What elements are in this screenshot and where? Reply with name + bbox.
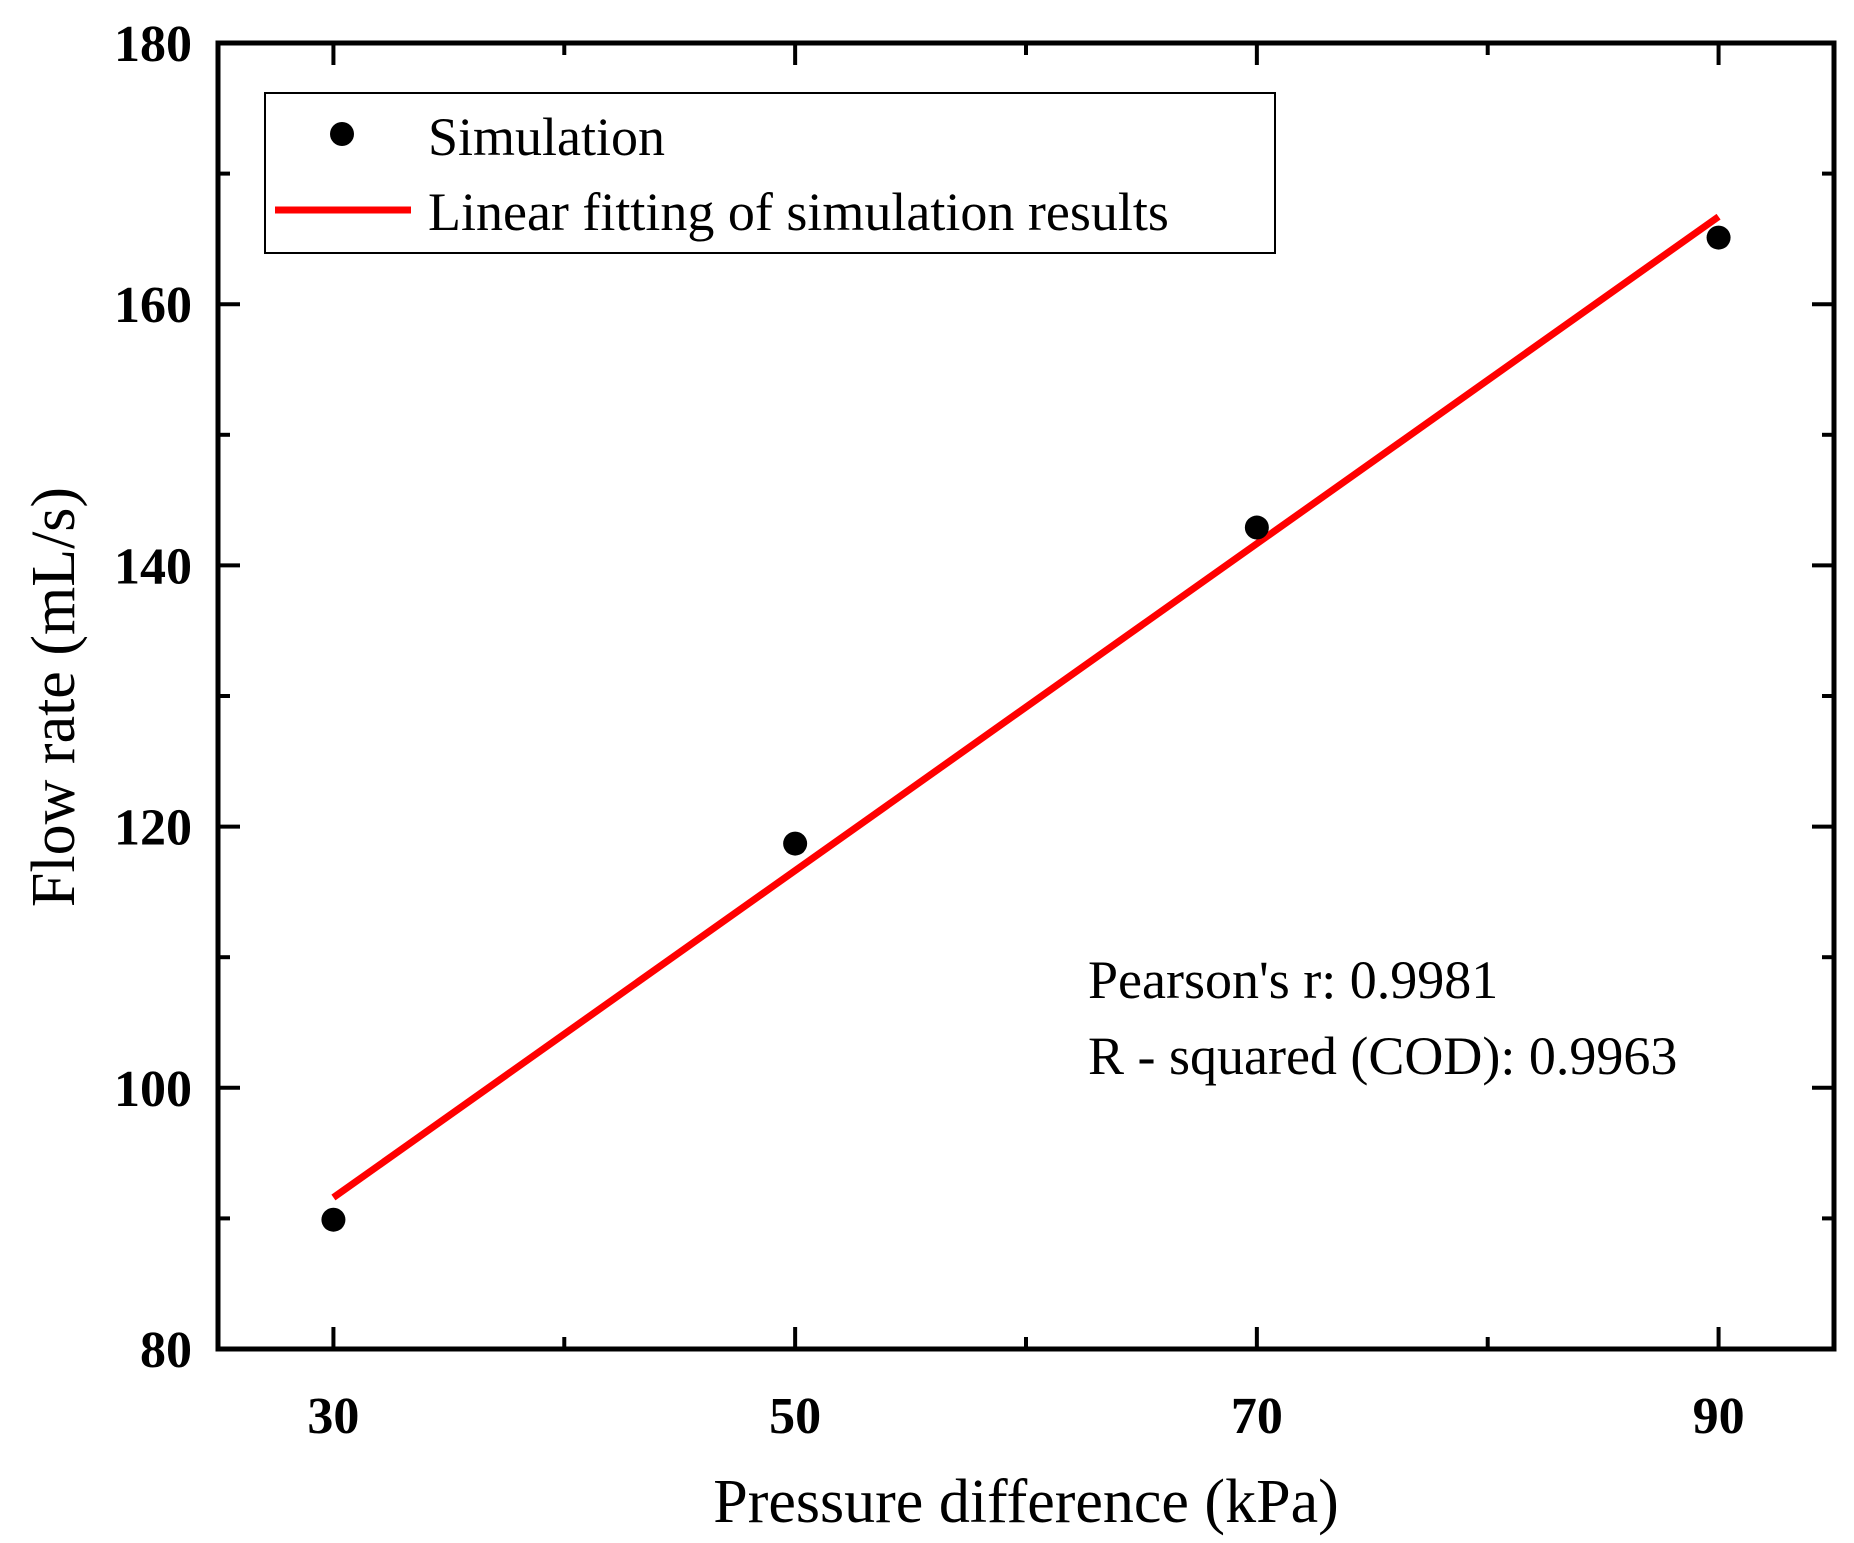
y-tick-label: 160 [114, 277, 192, 334]
data-point [321, 1207, 346, 1232]
y-tick-label: 120 [114, 800, 192, 857]
x-tick-label: 30 [307, 1388, 359, 1445]
y-tick-label: 100 [114, 1061, 192, 1118]
legend-label-simulation: Simulation [428, 107, 665, 167]
data-point [1244, 515, 1269, 540]
plot-frame [215, 40, 1837, 1352]
x-tick-label: 70 [1231, 1388, 1283, 1445]
fit-line [331, 213, 1721, 1201]
data-point [783, 831, 808, 856]
legend: Simulation Linear fitting of simulation … [264, 92, 1276, 254]
x-tick-label: 90 [1693, 1388, 1745, 1445]
legend-label-fit: Linear fitting of simulation results [428, 182, 1169, 242]
legend-marker-simulation [330, 122, 354, 146]
y-axis-title: Flow rate (mL/s) [20, 487, 88, 907]
annotation-r-squared: R - squared (COD): 0.9963 [1088, 1026, 1677, 1086]
y-tick-label: 140 [114, 538, 192, 595]
x-axis-title: Pressure difference (kPa) [713, 1468, 1338, 1536]
y-tick-label: 80 [140, 1322, 192, 1379]
data-point [1706, 225, 1731, 250]
x-tick-label: 50 [769, 1388, 821, 1445]
y-tick-label: 180 [114, 16, 192, 73]
series-layer [321, 213, 1731, 1232]
annotation-pearson: Pearson's r: 0.9981 [1088, 950, 1498, 1010]
legend-box [264, 92, 1276, 254]
ticks-layer: 30 50 70 90 80 100 120 140 160 180 [114, 16, 1834, 1445]
